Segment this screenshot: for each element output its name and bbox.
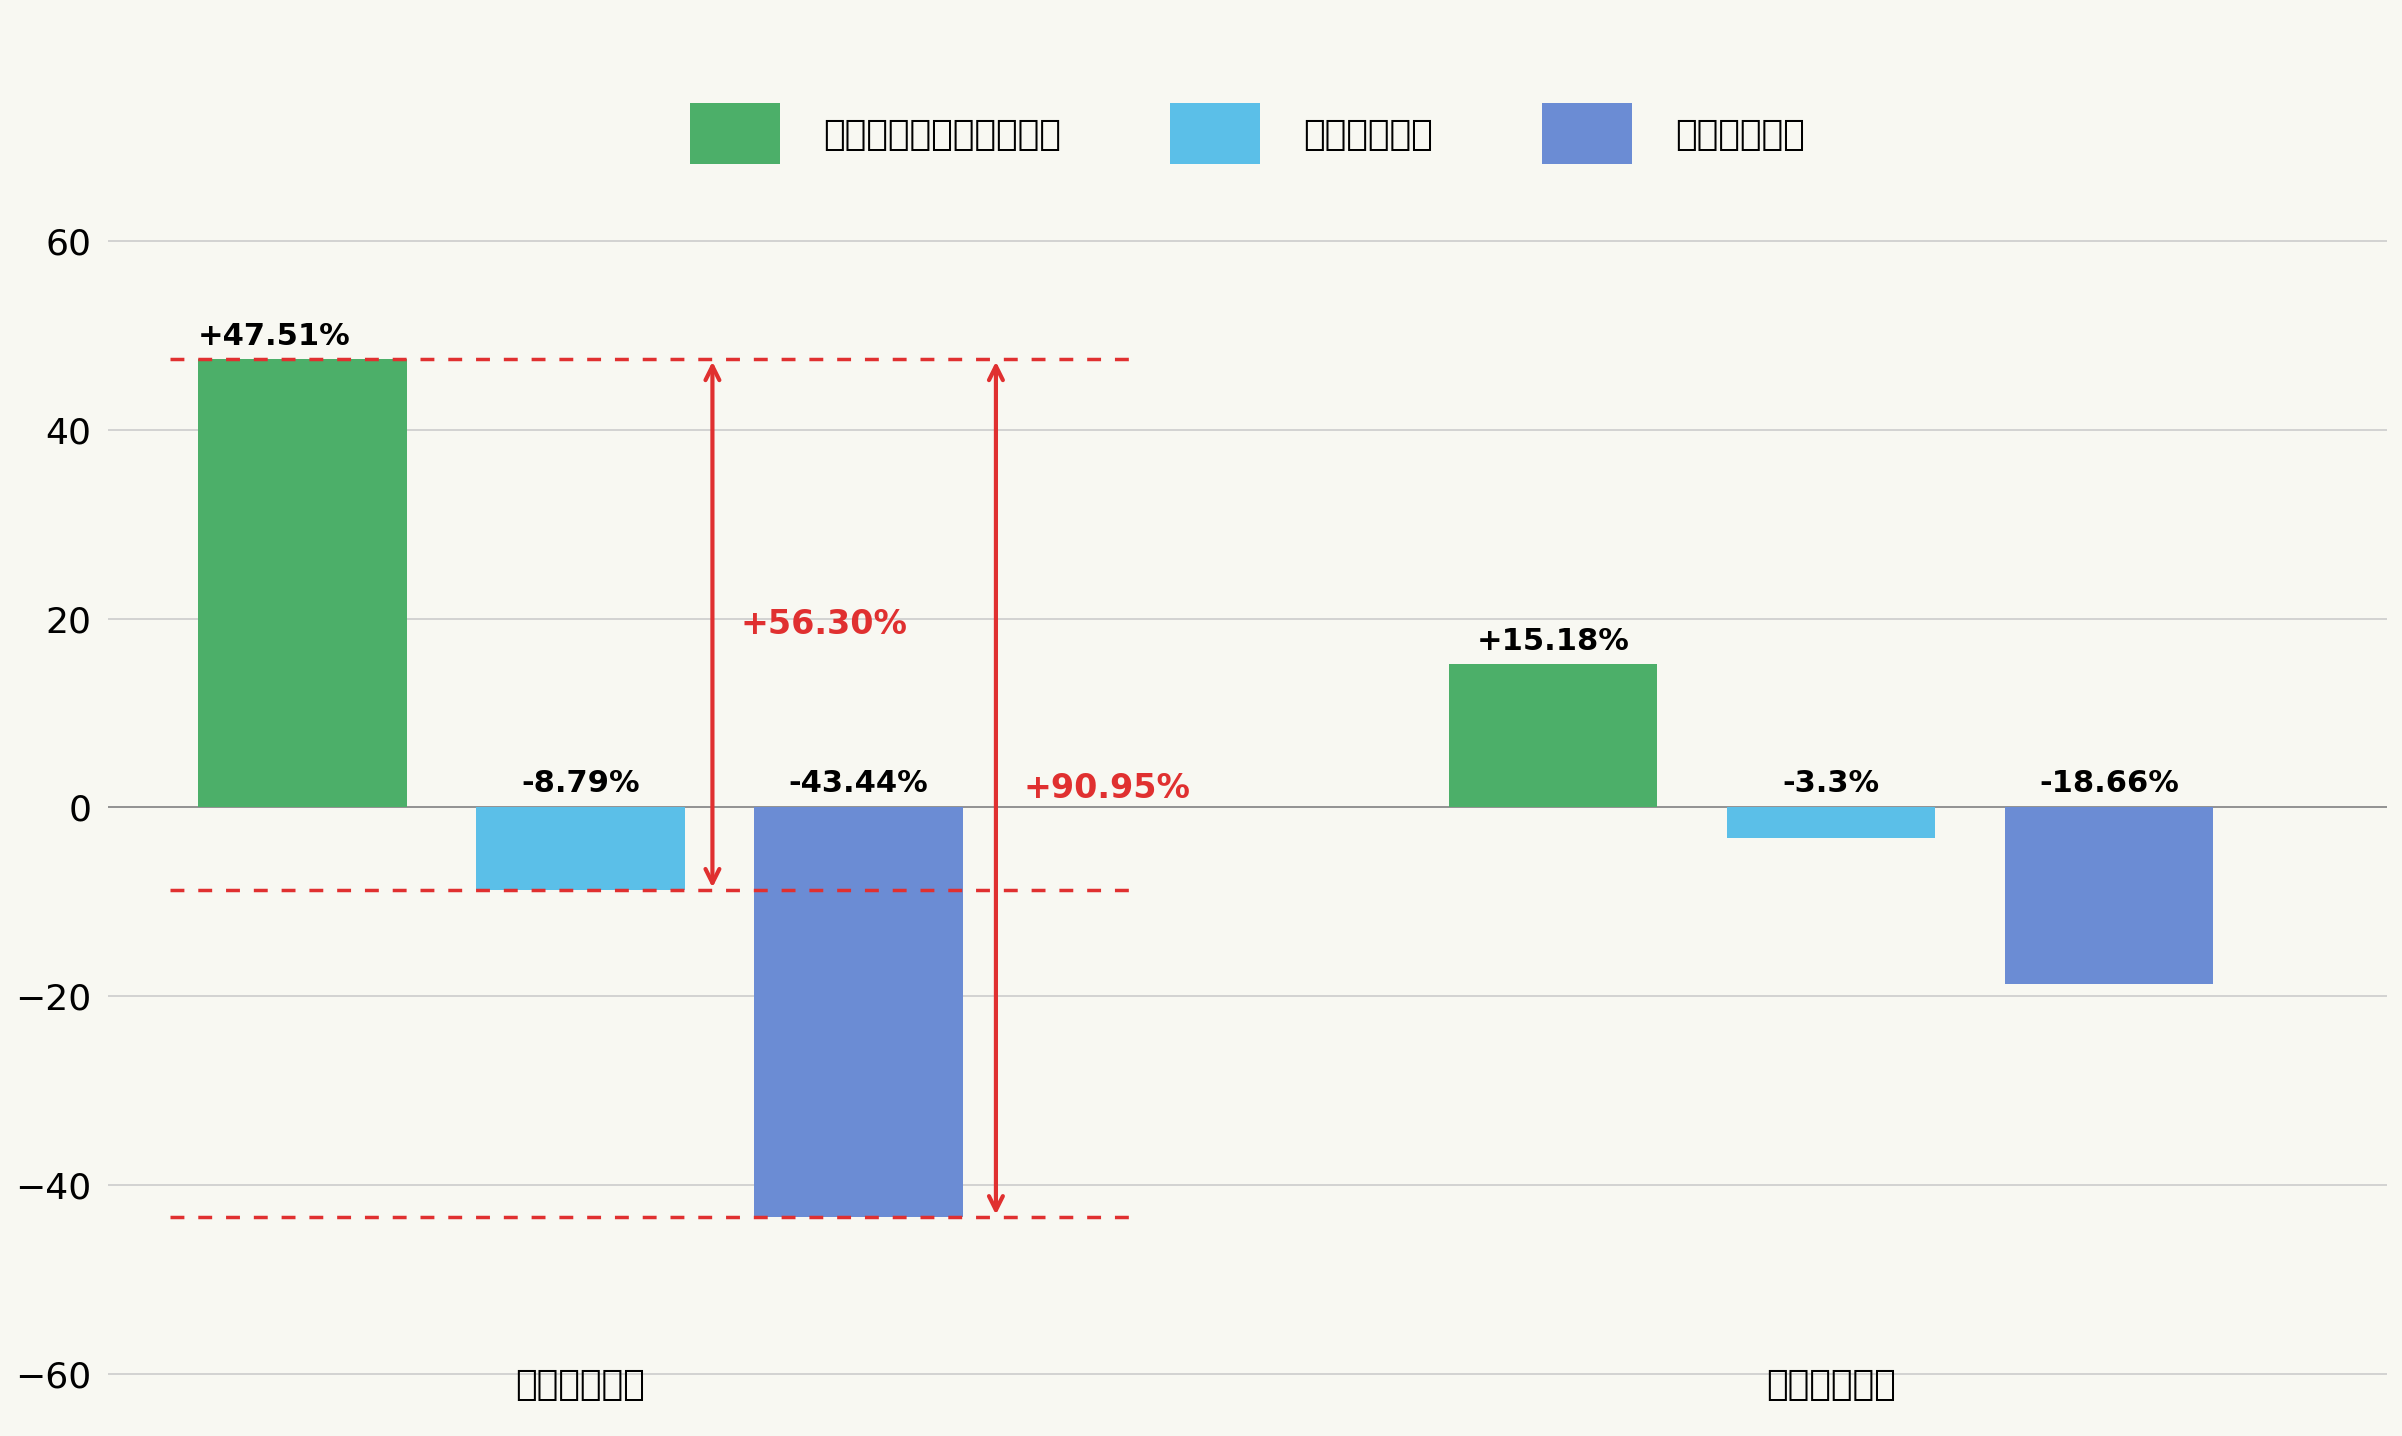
Text: 累積リターン: 累積リターン bbox=[516, 1369, 646, 1402]
Bar bbox=[754, 807, 963, 1218]
Bar bbox=[1727, 807, 1936, 839]
Text: +47.51%: +47.51% bbox=[199, 322, 351, 352]
Text: 年率リターン: 年率リターン bbox=[1765, 1369, 1895, 1402]
Bar bbox=[1448, 663, 1657, 807]
Text: -43.44%: -43.44% bbox=[788, 768, 927, 798]
Text: -8.79%: -8.79% bbox=[521, 768, 639, 798]
Text: +90.95%: +90.95% bbox=[1023, 771, 1191, 804]
Bar bbox=[199, 359, 406, 807]
Bar bbox=[2006, 807, 2212, 984]
Bar bbox=[476, 807, 685, 890]
Legend: オリエントマネジメント, 上海総合指数, 香港ハンセン: オリエントマネジメント, 上海総合指数, 香港ハンセン bbox=[675, 89, 1818, 178]
Text: +56.30%: +56.30% bbox=[740, 607, 908, 640]
Text: -18.66%: -18.66% bbox=[2039, 768, 2179, 798]
Text: -3.3%: -3.3% bbox=[1782, 768, 1881, 798]
Text: +15.18%: +15.18% bbox=[1477, 628, 1629, 656]
